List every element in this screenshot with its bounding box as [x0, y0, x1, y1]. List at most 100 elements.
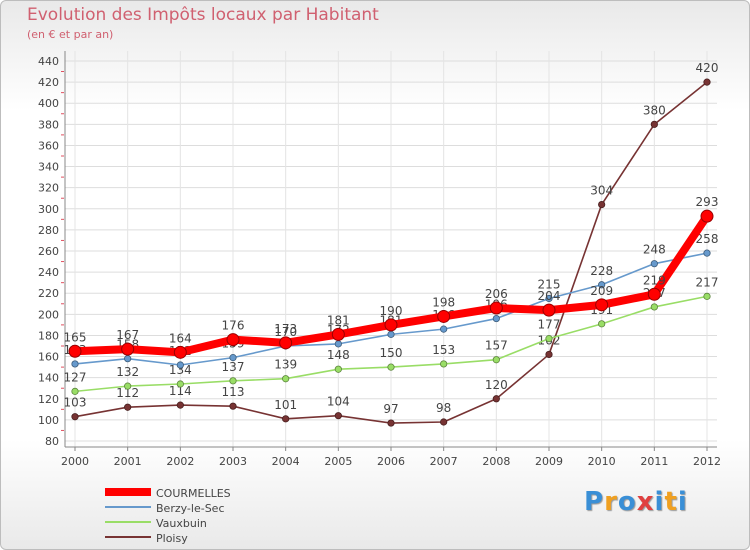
data-point [334, 340, 342, 348]
data-label: 204 [538, 289, 561, 303]
data-label: 97 [383, 402, 398, 416]
brand-letter: i [654, 487, 665, 517]
y-tick-label: 440 [38, 55, 59, 68]
x-tick-label: 2001 [114, 455, 142, 468]
data-point [68, 344, 82, 358]
y-tick-label: 100 [38, 414, 59, 427]
data-point [71, 413, 79, 421]
data-point [598, 320, 606, 328]
y-tick-label: 400 [38, 97, 59, 110]
data-label: 228 [590, 264, 613, 278]
data-point [124, 382, 132, 390]
data-point [542, 303, 556, 317]
data-point [279, 336, 293, 350]
y-tick-label: 320 [38, 182, 59, 195]
data-point [595, 298, 609, 312]
chart-subtitle: (en € et par an) [27, 28, 114, 41]
data-point [124, 403, 132, 411]
data-point [492, 356, 500, 364]
y-tick-label: 240 [38, 266, 59, 279]
data-label: 190 [380, 304, 403, 318]
data-point [440, 325, 448, 333]
y-tick-label: 160 [38, 351, 59, 364]
data-point [331, 327, 345, 341]
data-label: 98 [436, 401, 451, 415]
y-tick-label: 360 [38, 139, 59, 152]
data-point [387, 419, 395, 427]
data-label: 420 [696, 61, 719, 75]
data-label: 304 [590, 184, 613, 198]
data-label: 215 [538, 278, 561, 292]
data-label: 167 [116, 328, 139, 342]
x-tick-label: 2011 [640, 455, 668, 468]
data-point [703, 292, 711, 300]
data-label: 113 [222, 385, 245, 399]
data-point [703, 78, 711, 86]
x-tick-label: 2003 [219, 455, 247, 468]
data-point [440, 418, 448, 426]
data-label: 176 [222, 319, 245, 333]
data-point [650, 120, 658, 128]
data-point [173, 345, 187, 359]
y-tick-label: 80 [45, 435, 59, 448]
data-point [545, 294, 553, 303]
chart-title: Evolution des Impôts locaux par Habitant [27, 5, 379, 25]
data-label: 114 [169, 384, 192, 398]
data-point [334, 365, 342, 373]
x-tick-label: 2000 [61, 455, 89, 468]
data-point [700, 209, 714, 223]
data-point [647, 287, 661, 301]
x-tick-label: 2002 [166, 455, 194, 468]
data-point [440, 360, 448, 368]
brand-letter: i [677, 487, 688, 517]
data-label: 165 [64, 330, 87, 344]
data-point [703, 249, 711, 257]
data-label: 293 [696, 195, 719, 209]
data-point [492, 395, 500, 403]
data-point [650, 303, 658, 311]
data-label: 206 [485, 287, 508, 301]
data-label: 173 [274, 322, 297, 336]
data-label: 258 [696, 232, 719, 246]
data-label: 104 [327, 395, 350, 409]
data-point [650, 260, 658, 268]
data-point [282, 375, 290, 383]
x-tick-label: 2005 [324, 455, 352, 468]
data-point [71, 360, 79, 368]
y-tick-label: 260 [38, 245, 59, 258]
data-label: 112 [116, 386, 139, 400]
data-point [226, 333, 240, 347]
x-tick-label: 2012 [693, 455, 721, 468]
y-tick-label: 380 [38, 118, 59, 131]
data-label: 380 [643, 103, 666, 117]
brand-letter: P [584, 487, 605, 517]
x-tick-label: 2009 [535, 455, 563, 468]
data-label: 148 [327, 348, 350, 362]
x-tick-label: 2008 [482, 455, 510, 468]
data-label: 248 [643, 243, 666, 257]
data-point [176, 361, 184, 369]
data-point [229, 402, 237, 410]
data-point [176, 380, 184, 388]
y-tick-label: 340 [38, 161, 59, 174]
x-tick-label: 2010 [588, 455, 616, 468]
data-label: 170 [274, 325, 297, 339]
data-point [492, 314, 500, 323]
data-label: 219 [643, 273, 666, 287]
y-tick-label: 420 [38, 76, 59, 89]
data-label: 177 [538, 318, 561, 332]
data-label: 134 [169, 363, 192, 377]
data-label: 137 [222, 360, 245, 374]
data-point [176, 401, 184, 409]
y-tick-label: 140 [38, 372, 59, 385]
data-point [598, 200, 606, 209]
legend-label: Vauxbuin [156, 517, 207, 530]
data-label: 181 [327, 313, 350, 327]
data-point [384, 318, 398, 332]
data-point [334, 412, 342, 420]
data-label: 139 [274, 358, 297, 372]
data-label: 217 [696, 275, 719, 289]
data-point [229, 377, 237, 385]
